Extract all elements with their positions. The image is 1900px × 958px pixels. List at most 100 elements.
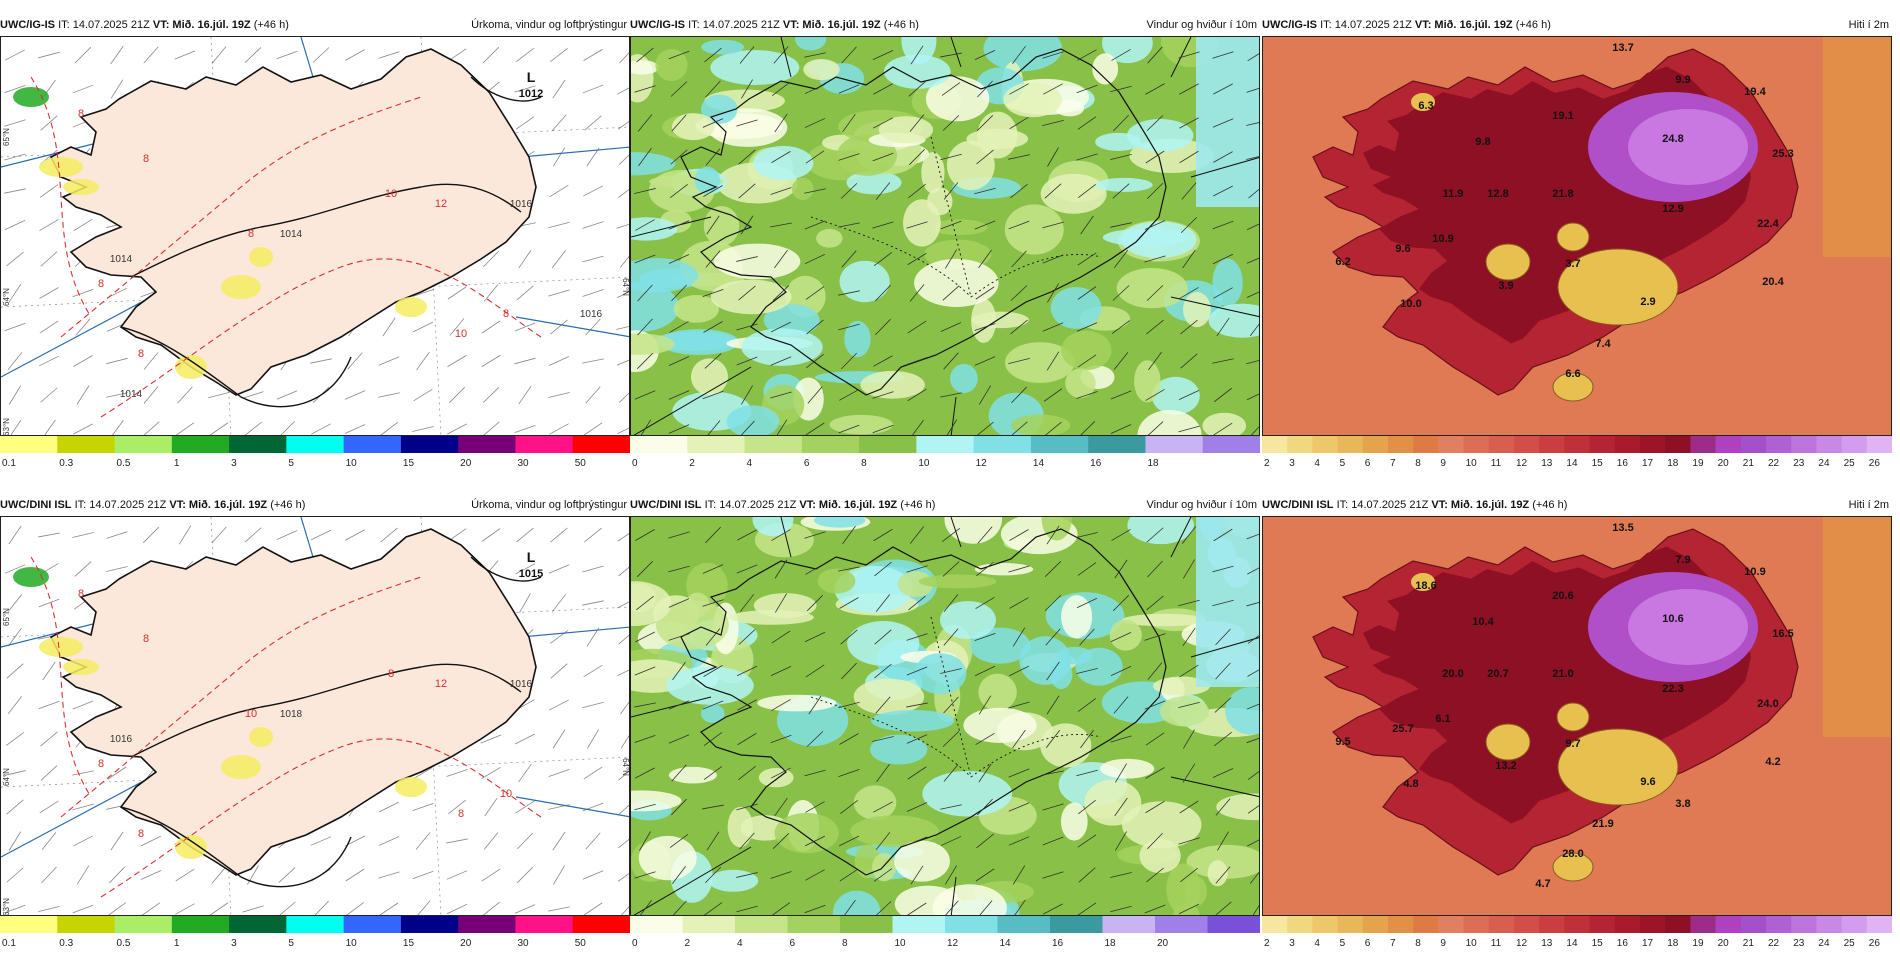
wind-gust-patch [1202, 412, 1247, 435]
wind-arrow [737, 699, 757, 711]
wind-arrow [74, 46, 92, 64]
wind-arrow [1146, 527, 1164, 543]
wind-arrow [584, 527, 602, 543]
legend-label: 18 [1147, 458, 1159, 469]
wind-arrow [739, 594, 755, 612]
legend-label: 2 [1264, 458, 1270, 469]
legend-swatch [57, 436, 116, 453]
wind-arrow [1042, 221, 1064, 229]
wind-arrow [736, 323, 758, 331]
wind-arrow [736, 872, 758, 878]
wind-arrow [483, 421, 500, 435]
legend-label: 24 [1818, 458, 1830, 469]
wind-arrow [703, 902, 723, 915]
wind-arrow [668, 734, 690, 744]
wind-gust-patch [1095, 132, 1142, 151]
wind-arrow [805, 801, 825, 813]
wind-arrow [839, 389, 859, 401]
wind-arrow [1046, 525, 1060, 545]
temp-contour-label: 8 [98, 278, 104, 290]
wind-gust-patch [872, 852, 897, 882]
wind-arrow [378, 392, 400, 398]
wind-arrow [702, 288, 724, 298]
wind-arrow [943, 352, 959, 370]
wind-arrow [583, 766, 603, 780]
wind-arrow [618, 838, 629, 849]
wind-arrow [72, 770, 94, 776]
wind-arrow [1147, 662, 1163, 680]
wind-gust-patch [978, 673, 1017, 711]
wind-arrow [909, 148, 925, 166]
legend-label: 0 [632, 938, 638, 949]
legend-swatch [114, 916, 173, 933]
warm-sea-zone [1823, 517, 1891, 737]
wind-gust-patch [741, 328, 823, 366]
legend-label: 8 [861, 458, 867, 469]
wind-arrow [582, 255, 604, 263]
legend-label: 15 [403, 458, 415, 469]
wind-arrow [616, 427, 629, 435]
legend-label: 26 [1869, 458, 1881, 469]
legend-label: 6 [1365, 458, 1371, 469]
wind-arrow [942, 561, 960, 577]
iceland-land [49, 528, 537, 876]
wind-arrow [1215, 628, 1231, 646]
legend-label: 0.3 [59, 938, 73, 949]
wind-gust-patch [921, 152, 945, 194]
wind-arrow [974, 323, 996, 331]
wind-arrow [416, 351, 430, 371]
wind-arrow [8, 283, 22, 303]
temperature-value: 6.6 [1565, 368, 1580, 380]
wind-arrow [838, 290, 860, 296]
wind-arrow [638, 147, 652, 167]
wind-arrow [974, 665, 996, 677]
wind-arrow [1110, 632, 1132, 642]
lead-time: (+46 h) [1532, 499, 1568, 511]
legend-swatch [1362, 916, 1389, 933]
wind-arrow [771, 902, 791, 915]
wind-arrow [874, 561, 892, 577]
wind-arrow [448, 799, 466, 815]
wind-arrow [940, 392, 962, 398]
wind-arrow [379, 902, 399, 915]
legend-swatch [1413, 916, 1439, 933]
wind-arrow [310, 529, 332, 541]
wind-arrow [1046, 351, 1060, 371]
wind-arrow [482, 46, 500, 64]
temp-contour-label: 10 [385, 188, 397, 200]
wind-gust-patch [950, 363, 978, 393]
wind-arrow [1047, 283, 1059, 303]
wind-arrow [1215, 901, 1232, 915]
wind-arrow [875, 182, 891, 200]
legend-swatch [572, 436, 630, 453]
legend-label: 22 [1768, 458, 1780, 469]
cool-glacier [1485, 243, 1531, 281]
wind-arrow [109, 866, 125, 884]
legend-label: 0.1 [2, 938, 16, 949]
wind-arrow [804, 769, 826, 777]
legend-swatch [1488, 916, 1515, 933]
legend-label: 4 [1314, 458, 1320, 469]
wind-arrow [141, 902, 161, 915]
wind-arrow [345, 868, 365, 882]
wind-gust-patch [1212, 258, 1243, 307]
wind-arrow [1178, 599, 1200, 607]
wind-arrow [481, 767, 501, 779]
legend-label: 14 [1000, 938, 1012, 949]
wind-arrow [944, 249, 958, 269]
wind-arrow [412, 321, 434, 333]
precip-patch [63, 179, 99, 195]
legend-swatch [1690, 916, 1717, 933]
wind-arrow [1076, 391, 1098, 399]
wind-arrow [940, 322, 962, 332]
wind-arrow [413, 388, 433, 402]
wind-arrow [1145, 150, 1165, 164]
wind-gust-patch [977, 111, 1018, 159]
legend-swatch [1463, 916, 1490, 933]
wind-arrow [514, 424, 536, 434]
panel-header: UWC/DINI ISL IT: 14.07.2025 21Z VT: Mið.… [0, 494, 630, 516]
wind-arrow [634, 803, 656, 811]
wind-arrow [1213, 287, 1233, 299]
temperature-value: 6.2 [1335, 256, 1350, 268]
wind-arrow [549, 699, 569, 711]
